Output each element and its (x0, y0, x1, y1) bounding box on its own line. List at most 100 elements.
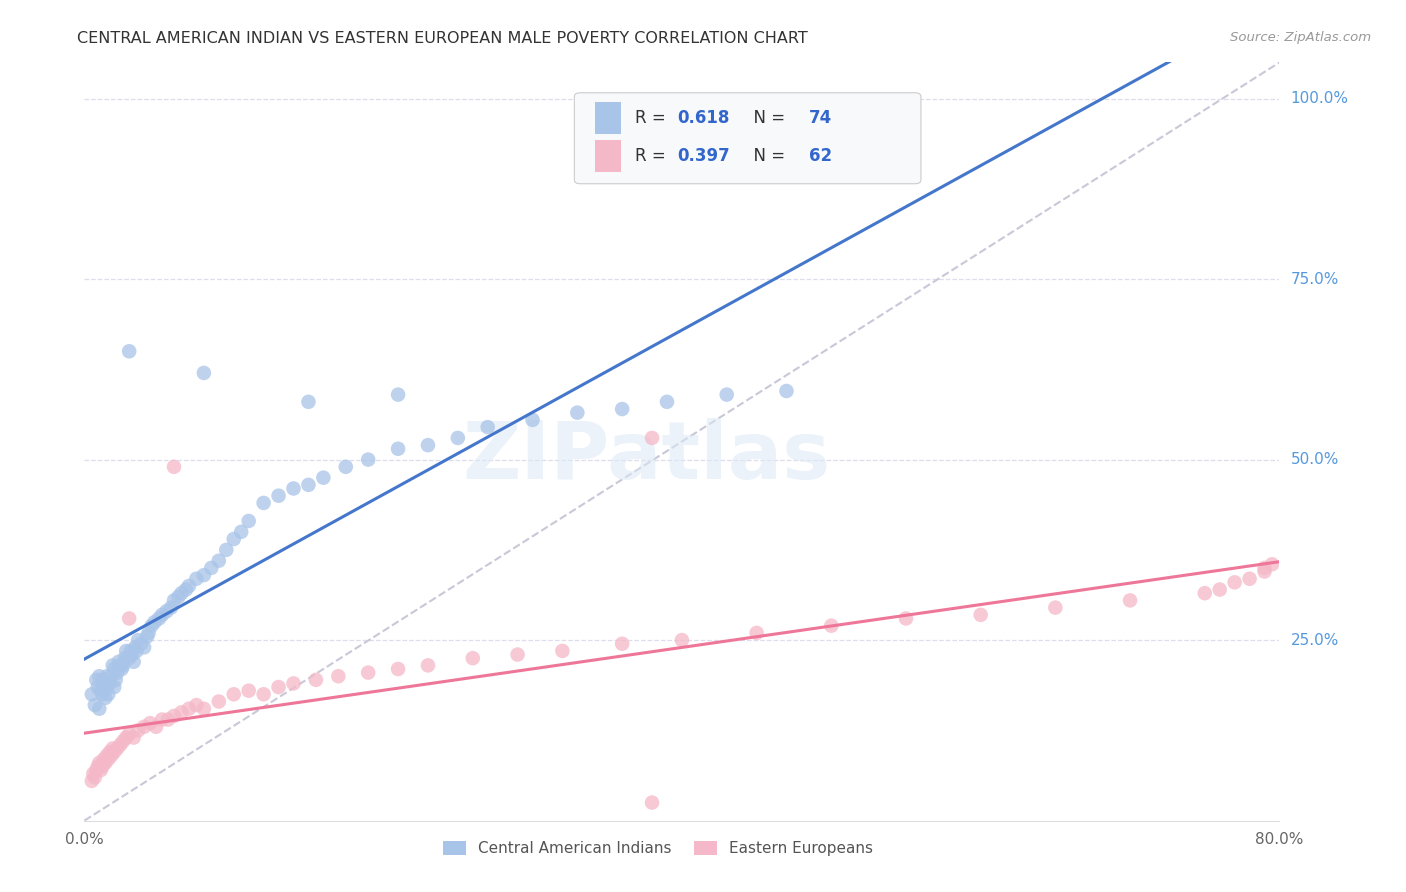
Point (357, 452, 380, 467)
Point (89, 756, 111, 770)
Point (114, 651, 136, 665)
Text: 100.0%: 100.0% (1291, 91, 1348, 106)
Point (97, 687, 120, 701)
Point (80, 687, 103, 701)
Text: Source: ZipAtlas.com: Source: ZipAtlas.com (1230, 31, 1371, 45)
Legend: Central American Indians, Eastern Europeans: Central American Indians, Eastern Europe… (436, 835, 880, 863)
Point (1194, 586, 1216, 600)
Point (100, 748, 122, 763)
Text: 75.0%: 75.0% (1291, 271, 1339, 286)
Point (506, 648, 529, 662)
Point (155, 604, 177, 618)
Point (1209, 582, 1232, 597)
Point (87, 759, 110, 773)
Point (148, 611, 170, 625)
Point (136, 630, 159, 644)
Point (89, 702, 111, 716)
Point (82, 766, 104, 780)
Point (87, 680, 110, 694)
Point (121, 648, 143, 662)
FancyBboxPatch shape (575, 93, 921, 184)
Point (111, 662, 134, 676)
Point (112, 734, 135, 748)
Point (132, 640, 156, 655)
Point (193, 568, 215, 582)
Point (215, 542, 238, 557)
Point (170, 586, 193, 600)
Text: N =: N = (742, 146, 790, 165)
Point (93, 752, 115, 766)
Point (820, 618, 842, 632)
Point (641, 796, 664, 810)
Point (477, 420, 499, 434)
Point (94, 690, 117, 705)
Point (160, 600, 183, 615)
Text: 74: 74 (808, 109, 832, 127)
Point (312, 470, 335, 484)
Point (91, 687, 114, 701)
Point (96, 680, 118, 694)
Point (461, 651, 484, 665)
Point (387, 662, 409, 676)
Point (80, 773, 103, 788)
Point (745, 626, 768, 640)
Point (297, 478, 319, 492)
Point (208, 554, 231, 568)
Point (112, 658, 135, 673)
Point (387, 442, 409, 456)
Point (193, 366, 215, 380)
Point (1119, 593, 1142, 607)
Point (1223, 575, 1246, 590)
Point (103, 662, 125, 676)
Point (894, 611, 917, 625)
Point (416, 438, 439, 452)
Point (107, 655, 129, 669)
Point (103, 745, 125, 759)
FancyBboxPatch shape (595, 102, 621, 134)
Point (138, 626, 160, 640)
Point (671, 633, 693, 648)
Point (122, 655, 145, 669)
Point (110, 738, 132, 752)
Point (90, 683, 112, 698)
Point (97, 752, 120, 766)
Point (101, 741, 124, 756)
Point (208, 694, 231, 708)
Point (170, 706, 193, 720)
Point (105, 741, 128, 756)
Point (1239, 572, 1261, 586)
Point (86, 673, 108, 687)
Text: CENTRAL AMERICAN INDIAN VS EASTERN EUROPEAN MALE POVERTY CORRELATION CHART: CENTRAL AMERICAN INDIAN VS EASTERN EUROP… (77, 31, 808, 46)
Point (522, 413, 544, 427)
Point (305, 673, 328, 687)
Point (118, 344, 141, 359)
Point (200, 561, 222, 575)
Point (655, 394, 678, 409)
Point (186, 572, 208, 586)
Point (83, 698, 105, 712)
Text: ZIPatlas: ZIPatlas (463, 417, 830, 496)
Point (1253, 565, 1275, 579)
Text: N =: N = (742, 109, 790, 127)
Point (612, 637, 634, 651)
Point (129, 637, 152, 651)
Point (120, 644, 142, 658)
Point (122, 731, 145, 745)
Point (83, 770, 105, 784)
Point (267, 680, 290, 694)
Point (124, 640, 146, 655)
Point (91, 759, 114, 773)
Point (238, 683, 260, 698)
Point (267, 489, 290, 503)
Point (103, 680, 125, 694)
Text: 50.0%: 50.0% (1291, 452, 1339, 467)
Point (127, 723, 149, 738)
Point (125, 644, 148, 658)
FancyBboxPatch shape (595, 140, 621, 171)
Point (186, 698, 208, 712)
Point (90, 763, 112, 777)
Point (253, 496, 276, 510)
Point (86, 763, 108, 777)
Point (94, 756, 117, 770)
Point (716, 387, 738, 401)
